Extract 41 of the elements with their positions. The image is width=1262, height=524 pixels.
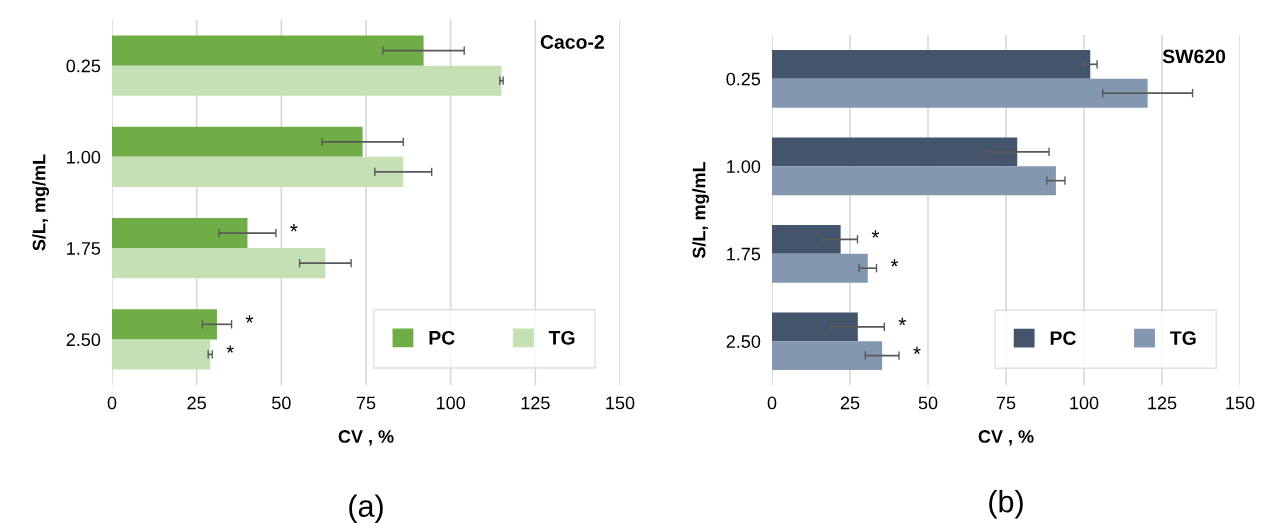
data-label: * [890, 259, 899, 267]
x-tick-label: 25 [840, 396, 860, 410]
y-tick-label: 2.50 [726, 335, 761, 348]
y-tick-label: 2.50 [66, 333, 101, 347]
legend-label: PC [429, 330, 455, 345]
x-tick-label: 25 [187, 396, 206, 410]
y-tick-label: 1.75 [727, 247, 761, 261]
legend-label: TG [1170, 331, 1196, 345]
x-tick-label: 50 [918, 396, 938, 410]
data-label: * [898, 317, 906, 326]
x-tick-label: 0 [107, 396, 117, 410]
x-axis-title: CV , % [978, 430, 1034, 446]
x-axis-title: CV , % [338, 430, 394, 446]
x-tick-label: 75 [996, 396, 1016, 410]
y-axis-title: S/L, mg/mL [32, 154, 50, 251]
data-label: * [226, 345, 234, 353]
x-tick-label: 0 [767, 396, 777, 410]
text: (a) [349, 494, 383, 523]
legend-label: PC [1050, 331, 1076, 345]
y-tick-label: 1.00 [67, 150, 101, 164]
text: SW620 [1162, 49, 1226, 64]
data-label: * [290, 224, 298, 232]
data-label: * [913, 346, 921, 355]
y-tick-label: 0.25 [726, 72, 761, 86]
y-axis-title: S/L, mg/mL [692, 161, 710, 259]
x-tick-label: 100 [436, 396, 466, 410]
data-label: * [245, 315, 254, 323]
y-tick-label: 1.00 [727, 160, 761, 173]
y-tick-label: 1.75 [67, 242, 101, 255]
x-tick-label: 50 [272, 396, 291, 410]
x-tick-label: 125 [1148, 396, 1177, 410]
legend-label: TG [548, 330, 575, 345]
text: Caco-2 [540, 35, 604, 49]
x-tick-label: 100 [1070, 396, 1099, 410]
x-tick-label: 75 [356, 396, 376, 410]
x-tick-label: 150 [606, 396, 635, 410]
text: (b) [989, 490, 1023, 519]
x-tick-label: 150 [1226, 396, 1255, 410]
data-label: * [871, 230, 880, 238]
y-tick-label: 0.25 [66, 59, 101, 73]
x-tick-label: 125 [521, 396, 550, 410]
